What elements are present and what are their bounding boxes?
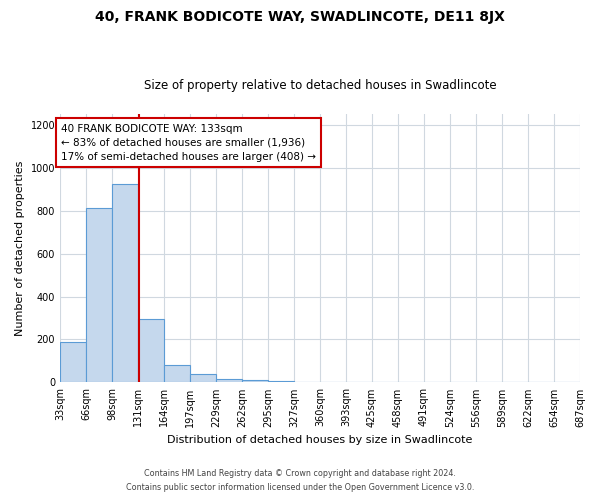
Bar (164, 364, 190, 382)
Bar (60, 342, 86, 382)
Bar (86, 208, 112, 382)
Y-axis label: Number of detached properties: Number of detached properties (15, 160, 25, 336)
Bar (242, 380, 268, 382)
Bar (190, 374, 216, 382)
Text: 40 FRANK BODICOTE WAY: 133sqm
← 83% of detached houses are smaller (1,936)
17% o: 40 FRANK BODICOTE WAY: 133sqm ← 83% of d… (61, 124, 316, 162)
Text: 40, FRANK BODICOTE WAY, SWADLINCOTE, DE11 8JX: 40, FRANK BODICOTE WAY, SWADLINCOTE, DE1… (95, 10, 505, 24)
Text: Contains public sector information licensed under the Open Government Licence v3: Contains public sector information licen… (126, 484, 474, 492)
Bar (216, 378, 242, 382)
Bar (112, 184, 138, 382)
X-axis label: Distribution of detached houses by size in Swadlincote: Distribution of detached houses by size … (167, 435, 473, 445)
Text: Contains HM Land Registry data © Crown copyright and database right 2024.: Contains HM Land Registry data © Crown c… (144, 468, 456, 477)
Bar (138, 319, 164, 382)
Title: Size of property relative to detached houses in Swadlincote: Size of property relative to detached ho… (144, 79, 496, 92)
